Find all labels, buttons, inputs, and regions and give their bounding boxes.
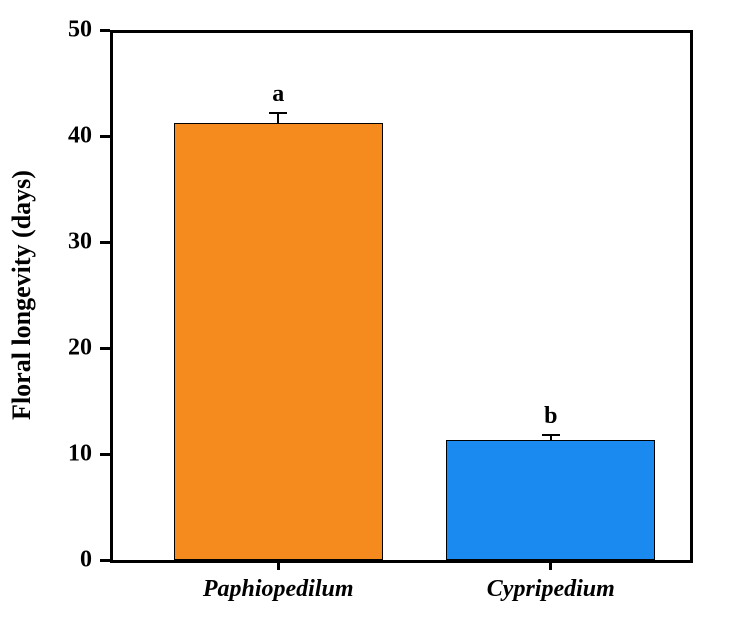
bar-paphiopedilum — [174, 123, 383, 560]
bar-cypripedium — [446, 440, 655, 560]
y-tick — [100, 559, 110, 562]
significance-letter: a — [272, 81, 284, 108]
x-tick — [277, 560, 280, 570]
y-tick-label: 30 — [52, 229, 92, 256]
y-tick — [100, 29, 110, 32]
y-tick — [100, 241, 110, 244]
chart-container: Floral longevity (days) 01020304050aPaph… — [0, 0, 739, 627]
x-tick-label: Cypripedium — [487, 576, 615, 603]
y-tick — [100, 453, 110, 456]
error-cap — [542, 434, 560, 436]
y-tick-label: 20 — [52, 335, 92, 362]
plot-area: 01020304050aPaphiopedilumbCypripedium — [110, 30, 690, 560]
error-bar — [277, 113, 279, 124]
error-cap — [269, 112, 287, 114]
x-tick-label: Paphiopedilum — [203, 576, 354, 603]
y-tick-label: 0 — [52, 547, 92, 574]
y-tick-label: 50 — [52, 17, 92, 44]
y-tick — [100, 135, 110, 138]
x-tick — [549, 560, 552, 570]
y-tick-label: 10 — [52, 441, 92, 468]
y-tick — [100, 347, 110, 350]
y-tick-label: 40 — [52, 123, 92, 150]
significance-letter: b — [544, 403, 557, 430]
